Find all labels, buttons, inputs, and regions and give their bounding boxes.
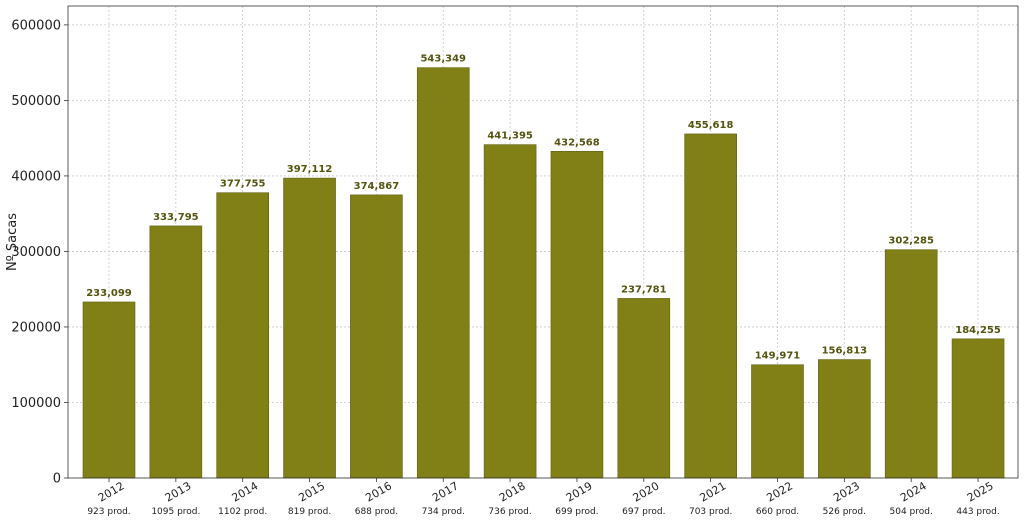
x-sublabel-2018: 736 prod. [488, 507, 531, 517]
x-tick-label-2013: 2013 [163, 479, 194, 504]
y-tick-label: 500000 [11, 94, 61, 109]
value-label-2015: 397,112 [287, 164, 333, 175]
value-label-2024: 302,285 [888, 236, 934, 247]
y-axis-ticks: 0 100000 200000 300000 400000 500000 600000 [11, 18, 68, 487]
x-tick-label-2016: 2016 [363, 479, 394, 504]
value-label-2012: 233,099 [86, 288, 132, 299]
x-tick-label-2025: 2025 [965, 479, 996, 504]
x-tick-label-2020: 2020 [631, 479, 662, 504]
value-label-2025: 184,255 [955, 325, 1001, 336]
x-sublabel-2025: 443 prod. [956, 507, 999, 517]
y-tick-label: 600000 [11, 18, 61, 33]
y-tick-label: 100000 [11, 396, 61, 411]
bar-2022 [751, 364, 804, 479]
bar-2021 [684, 133, 737, 479]
x-tick-label-2023: 2023 [831, 479, 862, 504]
value-label-2023: 156,813 [822, 346, 868, 357]
grid [68, 6, 1018, 479]
bar-2023 [818, 359, 871, 479]
x-tick-label-2024: 2024 [898, 479, 929, 504]
x-sublabel-2016: 688 prod. [355, 507, 398, 517]
bar-2016 [350, 194, 403, 479]
y-tick-label: 300000 [11, 245, 61, 260]
bar-2024 [884, 249, 938, 479]
value-label-2018: 441,395 [487, 131, 533, 142]
value-label-2020: 237,781 [621, 284, 667, 295]
bar-2015 [283, 177, 336, 479]
bar-2017 [416, 67, 470, 479]
bar-2018 [483, 144, 537, 479]
x-sublabel-2012: 923 prod. [87, 507, 130, 517]
plot-frame [67, 5, 1019, 479]
x-tick-label-2022: 2022 [764, 479, 795, 504]
x-tick-label-2021: 2021 [698, 479, 729, 504]
value-labels: 233,099 333,795 377,755 397,112 374,867 543,3… [86, 54, 1001, 362]
bar-2012 [82, 301, 136, 479]
x-sublabel-2020: 697 prod. [622, 507, 665, 517]
y-tick-label: 400000 [11, 169, 61, 184]
x-sublabel-2017: 734 prod. [422, 507, 465, 517]
x-tick-label-2014: 2014 [230, 479, 261, 504]
x-sublabel-2013: 1095 prod. [151, 507, 200, 517]
bar-2013 [149, 225, 203, 479]
x-sublabel-2023: 526 prod. [823, 507, 866, 517]
value-label-2019: 432,568 [554, 137, 600, 148]
x-sublabel-2015: 819 prod. [288, 507, 331, 517]
bar-2014 [216, 192, 269, 479]
x-tick-label-2017: 2017 [430, 479, 461, 504]
value-label-2016: 374,867 [354, 181, 400, 192]
bars [82, 67, 1005, 479]
x-sublabel-2014: 1102 prod. [218, 507, 267, 517]
y-axis-label: Nº Sacas [5, 213, 20, 271]
bar-2025 [951, 338, 1005, 479]
value-label-2021: 455,618 [688, 120, 734, 131]
x-tick-label-2019: 2019 [564, 479, 595, 504]
value-label-2017: 543,349 [420, 54, 466, 65]
x-tick-label-2018: 2018 [497, 479, 528, 504]
x-tick-label-2015: 2015 [296, 479, 327, 504]
value-label-2013: 333,795 [153, 212, 199, 223]
value-label-2014: 377,755 [220, 179, 266, 190]
y-tick-label: 200000 [11, 320, 61, 335]
axes [67, 5, 1019, 479]
x-tick-label-2012: 2012 [96, 479, 127, 504]
bar-2019 [550, 151, 604, 479]
value-label-2022: 149,971 [755, 351, 801, 362]
x-sublabel-2019: 699 prod. [555, 507, 598, 517]
x-sublabel-2024: 504 prod. [890, 507, 933, 517]
x-axis-ticks: 2012 923 prod. 2013 1095 prod. 2014 1102 prod… [87, 478, 1000, 517]
bar-2020 [617, 298, 671, 479]
x-sublabel-2022: 660 prod. [756, 507, 799, 517]
x-sublabel-2021: 703 prod. [689, 507, 732, 517]
y-tick-label: 0 [53, 472, 61, 487]
